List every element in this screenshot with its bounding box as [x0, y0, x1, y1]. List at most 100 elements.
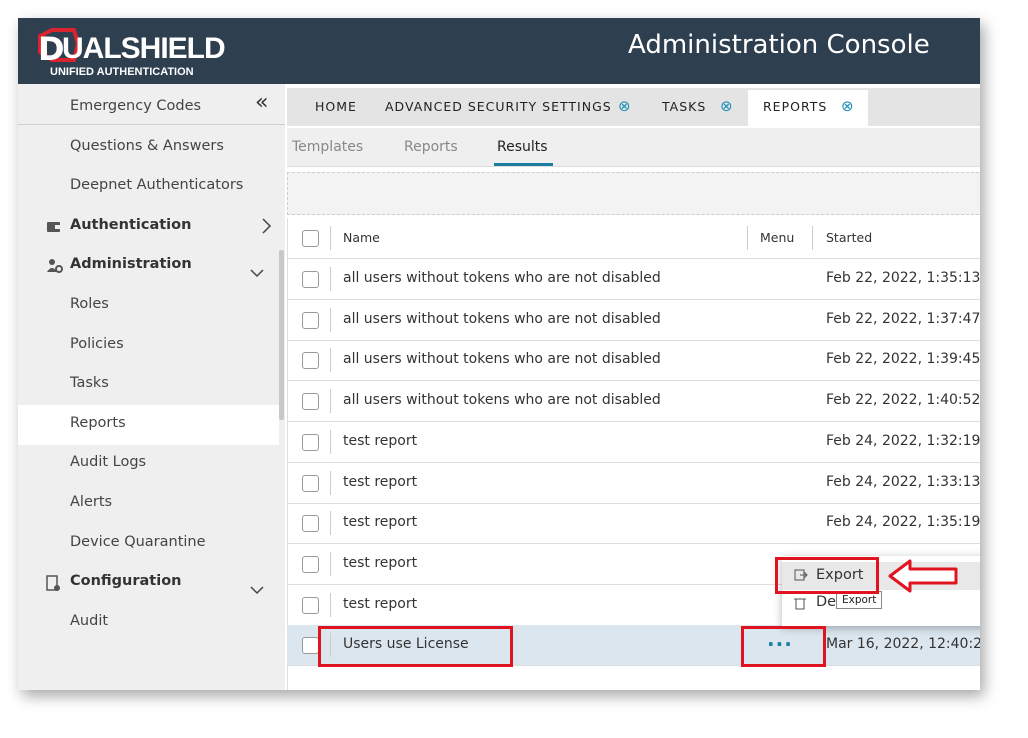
row-divider: [330, 389, 331, 414]
started-date: Feb 22, 2022, 1:35:13 P: [826, 270, 980, 286]
row-menu[interactable]: ...: [767, 627, 793, 652]
report-name: all users without tokens who are not dis…: [343, 270, 661, 286]
column-divider: [330, 226, 331, 250]
report-name: test report: [343, 432, 418, 449]
chevron: [250, 264, 264, 283]
collapse-button[interactable]: «: [255, 90, 269, 115]
annotation-box: [741, 626, 826, 667]
table-row[interactable]: [287, 422, 980, 463]
column-divider: [812, 226, 813, 250]
subtab-underline: [494, 163, 553, 166]
row-checkbox[interactable]: [302, 515, 319, 533]
header-checkbox: [302, 230, 319, 247]
header: D UALSHIELD UNIFIED AUTHENTICATION Admin…: [18, 18, 980, 84]
menu-item[interactable]: De: [816, 594, 837, 610]
row-checkbox[interactable]: [302, 555, 319, 573]
divider: [18, 124, 285, 125]
nav-item[interactable]: Tasks: [70, 375, 109, 392]
report-name: test report: [343, 595, 418, 612]
report-name: test report: [343, 473, 418, 490]
tab[interactable]: ADVANCED SECURITY SETTINGS: [385, 99, 612, 114]
report-name: all users without tokens who are not dis…: [343, 310, 661, 327]
section-icon: [46, 575, 62, 597]
scrollbar: [279, 250, 284, 420]
started-date: Feb 22, 2022, 1:39:45 P: [826, 351, 980, 368]
row-checkbox[interactable]: [302, 352, 319, 370]
row-divider: [330, 511, 331, 536]
main-panel: HOME ADVANCED SECURITY SETTINGS ⊗ TASKS ⊗ REP…: [287, 84, 980, 690]
nav-item[interactable]: Questions & Answers: [70, 137, 224, 154]
tab-close[interactable]: ⊗: [618, 97, 631, 115]
column-header: Started: [826, 230, 873, 245]
active-tab: [748, 90, 868, 126]
row-checkbox[interactable]: [302, 637, 319, 655]
tab-close[interactable]: ⊗: [841, 97, 854, 115]
row-checkbox[interactable]: [302, 596, 319, 614]
row-divider: [330, 429, 331, 454]
logo-text: UALSHIELD: [62, 32, 226, 65]
subtab[interactable]: Reports: [404, 139, 458, 155]
report-name: all users without tokens who are not dis…: [343, 351, 661, 368]
app-window: D UALSHIELD UNIFIED AUTHENTICATION Admin…: [18, 18, 980, 690]
table-row[interactable]: [287, 625, 980, 667]
nav-item[interactable]: Emergency Codes: [70, 98, 202, 114]
annotation-box: [775, 557, 879, 594]
table-row[interactable]: [287, 463, 980, 504]
logo-letter: D: [38, 30, 65, 68]
table-row[interactable]: [287, 503, 980, 545]
tab[interactable]: REPORTS: [763, 99, 828, 114]
row-divider: [330, 592, 331, 617]
column-header: Menu: [760, 230, 795, 245]
subtab[interactable]: Templates: [292, 139, 364, 155]
row-checkbox[interactable]: [302, 474, 319, 492]
tab[interactable]: TASKS: [662, 99, 707, 114]
row-divider: [330, 470, 331, 495]
row-divider: [330, 551, 331, 576]
row-checkbox[interactable]: [302, 433, 319, 451]
started-date: Feb 22, 2022, 1:37:47 P: [826, 310, 980, 327]
nav-item[interactable]: Deepnet Authenticators: [70, 177, 244, 194]
chevron: [262, 218, 272, 238]
subtab-bar: [287, 128, 980, 167]
row-checkbox[interactable]: [302, 393, 319, 411]
table-row[interactable]: [287, 340, 980, 382]
tab[interactable]: HOME: [315, 99, 357, 114]
started-date: Feb 24, 2022, 1:32:19 P: [826, 432, 980, 449]
annotation-box: [318, 626, 513, 667]
logo-subtitle: UNIFIED AUTHENTICATION: [50, 66, 194, 78]
started-date: Feb 24, 2022, 1:35:19 P: [826, 514, 980, 531]
section-label[interactable]: Authentication: [70, 216, 192, 233]
nav-item[interactable]: Alerts: [70, 494, 113, 510]
nav-item[interactable]: Audit Logs: [70, 454, 147, 471]
nav-item[interactable]: Reports: [70, 414, 126, 431]
row-checkbox[interactable]: [302, 311, 319, 329]
menu-item[interactable]: Export: [816, 567, 864, 583]
table-row[interactable]: [287, 300, 980, 341]
row-divider: [330, 267, 331, 291]
report-name: all users without tokens who are not dis…: [343, 392, 661, 409]
export-icon: [794, 568, 808, 586]
section-label[interactable]: Administration: [70, 256, 192, 273]
subtab[interactable]: Results: [497, 139, 548, 155]
tab-close[interactable]: ⊗: [720, 97, 733, 115]
section-label[interactable]: Configuration: [70, 573, 182, 590]
table-row[interactable]: [287, 585, 980, 626]
report-name: test report: [343, 554, 418, 571]
delete-icon: [794, 595, 806, 614]
table-header: [287, 218, 980, 259]
row-checkbox[interactable]: [302, 271, 319, 288]
started-date: Mar 16, 2022, 12:40:27: [826, 636, 980, 653]
nav-item[interactable]: Audit: [70, 612, 109, 629]
header-title: Administration Console: [628, 30, 930, 60]
report-name: Users use License: [343, 636, 469, 653]
table-row[interactable]: [287, 544, 980, 585]
row-divider: [330, 307, 331, 332]
nav-item[interactable]: Roles: [70, 296, 109, 312]
selected-highlight: [18, 404, 279, 445]
table-row[interactable]: [287, 381, 980, 423]
sidebar: « Emergency Codes Questions & Answers Deep…: [18, 84, 285, 690]
nav-item[interactable]: Device Quarantine: [70, 533, 206, 550]
table-row[interactable]: [287, 259, 980, 300]
nav-item[interactable]: Policies: [70, 335, 124, 352]
